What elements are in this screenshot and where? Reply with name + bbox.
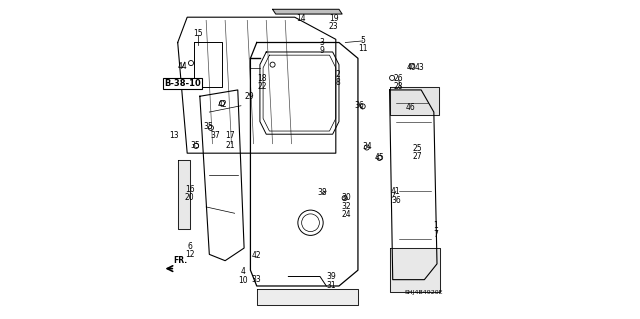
Text: 35: 35	[204, 122, 214, 131]
Polygon shape	[390, 87, 438, 115]
Text: 21: 21	[226, 141, 236, 150]
Text: 33: 33	[252, 275, 261, 284]
Text: 39: 39	[327, 272, 337, 281]
Text: 41: 41	[391, 187, 401, 196]
Text: 7: 7	[433, 230, 438, 239]
Text: 34: 34	[362, 142, 372, 151]
Text: 31: 31	[327, 280, 337, 290]
Text: 23: 23	[329, 22, 339, 31]
Text: 1: 1	[433, 221, 438, 230]
Text: 18: 18	[257, 74, 267, 83]
Text: 8: 8	[336, 78, 340, 86]
Text: 10: 10	[239, 276, 248, 285]
Text: 38: 38	[317, 188, 327, 197]
Text: 40: 40	[407, 63, 417, 72]
Text: 43: 43	[415, 63, 424, 72]
Text: 25: 25	[413, 144, 422, 153]
Text: 37: 37	[210, 131, 220, 140]
Text: FR.: FR.	[173, 256, 188, 265]
Text: 42: 42	[217, 100, 227, 109]
Text: 42: 42	[252, 251, 261, 260]
Text: 32: 32	[341, 203, 351, 211]
Text: 14: 14	[296, 14, 306, 23]
Text: 24: 24	[341, 210, 351, 219]
Text: 12: 12	[185, 250, 195, 259]
Text: 17: 17	[226, 131, 236, 140]
Text: 35: 35	[190, 141, 200, 150]
Text: 28: 28	[394, 82, 403, 91]
Text: B-38-10: B-38-10	[164, 79, 201, 88]
Text: 27: 27	[413, 152, 422, 161]
Text: 46: 46	[405, 103, 415, 112]
Text: 9: 9	[319, 46, 324, 55]
Text: 2: 2	[336, 70, 340, 78]
Text: 20: 20	[185, 193, 195, 202]
Text: 26: 26	[394, 74, 403, 83]
Text: 19: 19	[329, 14, 339, 23]
Text: 36: 36	[391, 196, 401, 205]
Text: 5: 5	[360, 36, 365, 45]
Text: 36: 36	[355, 101, 364, 110]
Text: 6: 6	[188, 242, 192, 251]
Text: 4: 4	[241, 267, 246, 276]
Text: 15: 15	[193, 28, 203, 38]
Polygon shape	[390, 248, 440, 292]
Text: 22: 22	[257, 82, 267, 91]
Text: 30: 30	[341, 193, 351, 202]
Text: 16: 16	[185, 185, 195, 194]
Text: 11: 11	[358, 44, 367, 53]
Polygon shape	[178, 160, 190, 229]
Polygon shape	[257, 289, 358, 305]
Text: 45: 45	[374, 153, 385, 162]
Text: SHJ4B4920E: SHJ4B4920E	[404, 290, 443, 295]
Text: 44: 44	[177, 62, 188, 71]
Text: 13: 13	[169, 131, 179, 140]
Text: 3: 3	[319, 38, 324, 47]
Polygon shape	[273, 9, 342, 14]
Text: 29: 29	[244, 92, 253, 101]
